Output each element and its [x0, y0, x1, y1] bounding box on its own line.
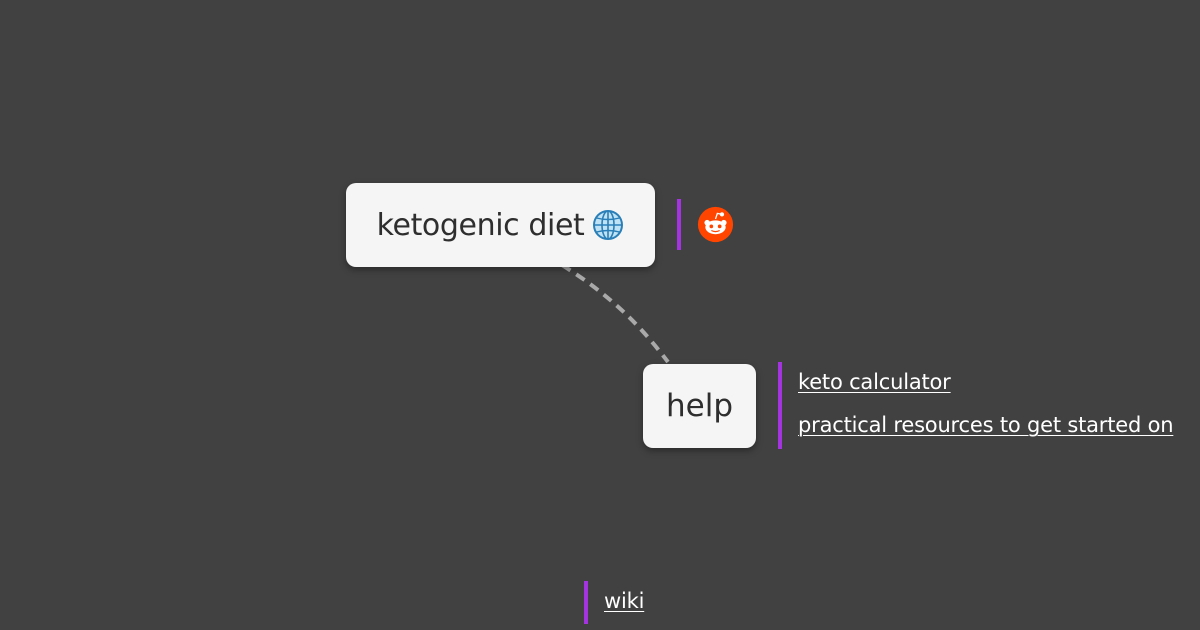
root-attachment: [677, 199, 741, 250]
wiki-links: wiki: [584, 581, 688, 624]
keto-calculator-link[interactable]: keto calculator: [798, 370, 951, 394]
edge-root-to-help: [560, 263, 670, 364]
help-node[interactable]: help: [643, 364, 756, 448]
wiki-link[interactable]: wiki: [604, 589, 645, 613]
reddit-icon[interactable]: [697, 206, 734, 243]
practical-resources-link[interactable]: practical resources to get started on: [798, 413, 1174, 437]
help-links: keto calculator practical resources to g…: [778, 362, 1200, 449]
help-node-label: help: [665, 388, 733, 424]
root-node-label: ketogenic diet: [376, 207, 585, 243]
globe-icon: [593, 210, 624, 240]
root-node[interactable]: ketogenic diet: [346, 183, 655, 267]
